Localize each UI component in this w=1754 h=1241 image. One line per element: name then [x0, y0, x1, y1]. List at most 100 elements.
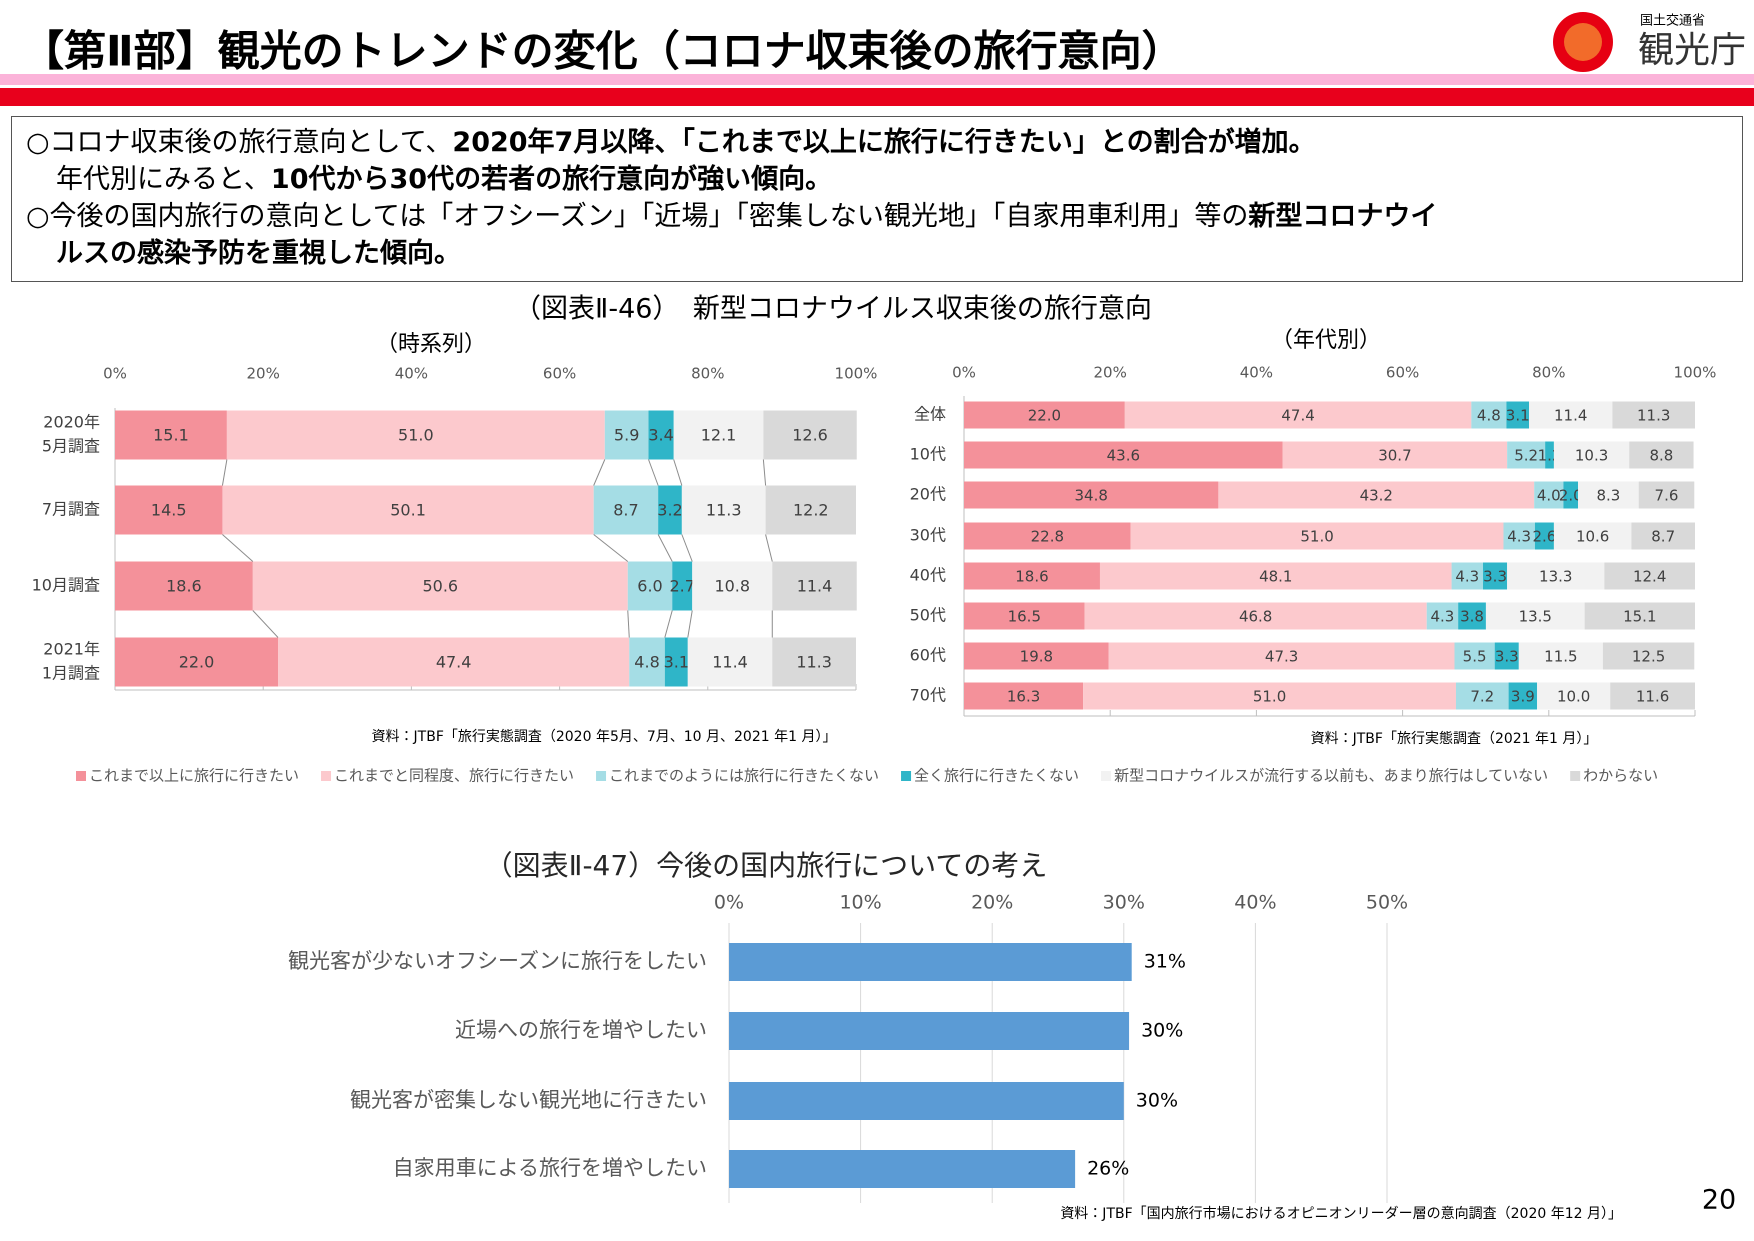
- x-tick-label: 20%: [1094, 364, 1127, 382]
- data-label: 51.0: [1253, 688, 1286, 706]
- bar-segment: [1534, 522, 1554, 550]
- bar-segment: [1610, 682, 1695, 710]
- connector-line: [252, 610, 279, 638]
- data-label: 26%: [1087, 1158, 1129, 1180]
- x-tick-label: 40%: [1240, 364, 1273, 382]
- bar-segment: [593, 485, 659, 535]
- x-tick-label: 100%: [835, 365, 878, 383]
- data-label: 5.9: [614, 426, 639, 445]
- connector-line: [762, 459, 767, 486]
- chart-subtitle: （時系列）: [376, 332, 486, 357]
- chart-title: （図表Ⅱ-47）今後の国内旅行についての考え: [485, 849, 1048, 882]
- data-label: 5.2: [1514, 447, 1538, 465]
- summary-line: 年代別にみると、10代から30代の若者の旅行意向が強い傾向。: [26, 161, 1742, 198]
- data-label: 51.0: [398, 426, 434, 445]
- data-label: 19.8: [1020, 648, 1053, 666]
- source-note: 資料：JTBF「旅行実態調査（2021 年1 月）」: [1311, 731, 1598, 747]
- x-tick-label: 80%: [691, 365, 724, 383]
- bar-segment: [964, 481, 1219, 509]
- data-label: 15.1: [153, 426, 189, 445]
- data-label: 30%: [1136, 1090, 1178, 1112]
- bar-segment: [115, 637, 279, 687]
- bar-segment: [1083, 682, 1456, 710]
- data-label: 12.5: [1632, 648, 1665, 666]
- data-label: 12.6: [792, 426, 828, 445]
- logo-mark-inner: [1564, 23, 1602, 61]
- connector-line: [681, 534, 693, 562]
- legend-swatch: [901, 771, 912, 781]
- data-label: 8.8: [1649, 447, 1673, 465]
- bar-segment: [964, 682, 1084, 710]
- data-label: 3.8: [1460, 608, 1484, 626]
- bar-segment: [658, 485, 682, 535]
- connector-line: [593, 534, 629, 562]
- connector-line: [664, 610, 673, 638]
- bar-segment: [1451, 562, 1484, 590]
- data-label: 47.4: [436, 653, 472, 672]
- y-tick-label: 20代: [910, 485, 946, 504]
- data-label: 31%: [1144, 951, 1186, 973]
- data-label: 8.7: [613, 501, 638, 520]
- bar-segment: [115, 410, 227, 460]
- bar-segment: [1084, 602, 1427, 630]
- y-tick-label: 観光客が少ないオフシーズンに旅行をしたい: [288, 949, 707, 973]
- data-label: 13.3: [1539, 568, 1572, 586]
- summary-line: ルスの感染予防を重視した傾向。: [26, 235, 1742, 272]
- data-label: 30.7: [1378, 447, 1411, 465]
- legend-label: これまで以上に旅行に行きたい: [89, 767, 299, 785]
- bar-segment: [664, 637, 688, 687]
- data-label: 12.2: [793, 501, 829, 520]
- bar-segment: [1483, 562, 1508, 590]
- data-label: 12.1: [701, 426, 737, 445]
- bar-segment: [964, 522, 1131, 550]
- x-tick-label: 80%: [1532, 364, 1565, 382]
- figure-title: （図表Ⅱ-46） 新型コロナウイルス収束後の旅行意向: [514, 294, 1152, 325]
- data-label: 4.8: [634, 653, 659, 672]
- bar-segment: [765, 485, 856, 535]
- data-label: 11.4: [1554, 407, 1587, 425]
- y-tick-label: 30代: [910, 526, 946, 545]
- bar-segment: [1458, 602, 1486, 630]
- data-label: 5.5: [1463, 648, 1487, 666]
- bar-segment: [604, 410, 649, 460]
- bar-segment: [1282, 441, 1508, 469]
- bar-segment: [964, 441, 1283, 469]
- data-label: 3.4: [648, 426, 673, 445]
- bar-segment: [222, 485, 594, 535]
- connector-line: [593, 459, 606, 486]
- bar-segment: [687, 637, 773, 687]
- connector-line: [657, 534, 673, 562]
- data-label: 2.0: [1559, 487, 1583, 505]
- x-tick-label: 0%: [103, 365, 127, 383]
- bar-segment: [1506, 401, 1530, 429]
- y-tick-label: 7月調査: [42, 500, 100, 519]
- data-label: 18.6: [1015, 568, 1048, 586]
- bar-segment: [1604, 562, 1695, 590]
- data-label: 3.3: [1495, 648, 1519, 666]
- bar: [729, 1012, 1130, 1050]
- data-label: 46.8: [1239, 608, 1272, 626]
- y-tick-label: 10月調査: [32, 576, 100, 595]
- y-tick-label: 10代: [910, 445, 946, 464]
- x-tick-label: 20%: [247, 365, 280, 383]
- bar-segment: [964, 602, 1085, 630]
- data-label: 4.3: [1455, 568, 1479, 586]
- x-tick-label: 60%: [1386, 364, 1419, 382]
- data-label: 51.0: [1300, 528, 1333, 546]
- x-tick-label: 0%: [952, 364, 976, 382]
- bar-segment: [692, 561, 773, 611]
- summary-text: ○コロナ収束後の旅行意向として、: [26, 127, 453, 158]
- bar-segment: [1494, 642, 1519, 670]
- data-label: 22.0: [179, 653, 215, 672]
- x-tick-label: 20%: [971, 892, 1013, 914]
- connector-line: [221, 459, 228, 486]
- bar-segment: [648, 410, 674, 460]
- data-label: 8.7: [1651, 528, 1675, 546]
- bar-segment: [1529, 401, 1613, 429]
- bar-segment: [1099, 562, 1452, 590]
- summary-text: ルスの感染予防を重視した傾向。: [56, 238, 461, 269]
- bar-segment: [763, 410, 857, 460]
- data-label: 34.8: [1074, 487, 1107, 505]
